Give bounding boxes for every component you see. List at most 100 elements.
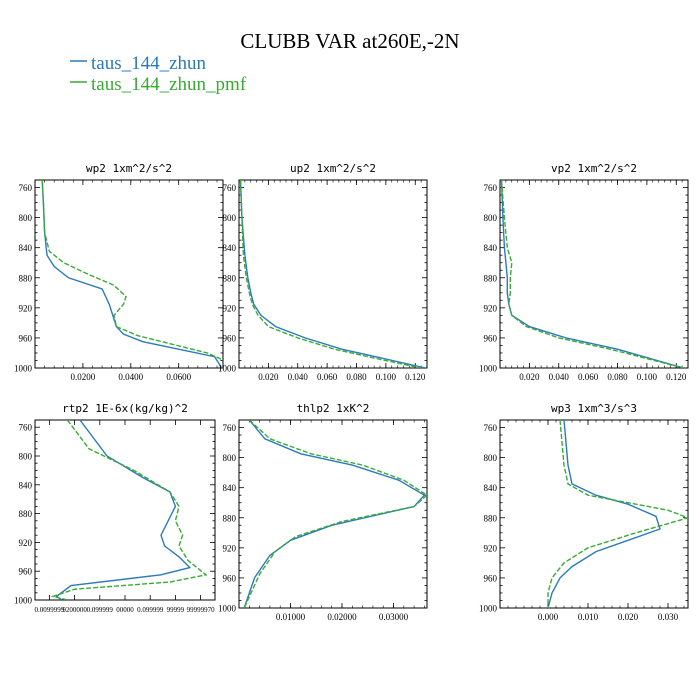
x-tick-label: 0.01000: [276, 612, 306, 622]
x-tick-label: 0.100: [637, 372, 658, 382]
y-tick-label: 920: [484, 303, 498, 313]
series-line-taus-144-zhun: [239, 180, 426, 368]
x-tick-label: 0.099999: [87, 606, 114, 614]
y-tick-label: 960: [19, 333, 33, 343]
y-tick-label: 800: [19, 213, 33, 223]
panel-rtp2: rtp2 1E-6x(kg/kg)^2 760 800 840 880 920 960 100…: [14, 402, 216, 614]
series-line-taus-144-zhun-pmf: [50, 420, 208, 600]
y-tick-label: 920: [19, 538, 33, 548]
x-tick-label: 00000: [116, 606, 134, 614]
y-tick-label: 760: [19, 183, 33, 193]
x-tick-label: 0.040: [549, 372, 570, 382]
y-tick-label: 800: [484, 213, 498, 223]
panel-title-thlp2: thlp2 1xK^2: [297, 402, 370, 415]
series-line-taus-144-zhun-pmf: [243, 420, 427, 608]
panel-wp2: wp2 1xm^2/s^2 760 800 840 880 920 960 1000 0.020…: [14, 162, 224, 382]
series-line-taus-144-zhun-pmf: [500, 180, 684, 368]
y-tick-label: 840: [19, 480, 33, 490]
y-tick-label: 960: [19, 567, 33, 577]
y-tick-label: 960: [223, 573, 237, 583]
x-tick-label: 0.030: [658, 612, 679, 622]
y-tick-label: 840: [223, 483, 237, 493]
panel-vp2: vp2 1xm^2/s^2 760 800 840 880 920 960 1000 0.020…: [479, 162, 689, 382]
panel-title-wp2: wp2 1xm^2/s^2: [86, 162, 172, 175]
legend-label-zhun: taus_144_zhun: [91, 53, 207, 74]
y-tick-label: 920: [19, 303, 33, 313]
figure-legend: taus_144_zhun taus_144_zhun_pmf: [70, 53, 247, 95]
y-tick-label: 800: [484, 453, 498, 463]
y-tick-label: 760: [484, 423, 498, 433]
x-tick-label: 0.02000: [327, 612, 357, 622]
y-tick-label: 1000: [218, 604, 237, 614]
panel-title-rtp2: rtp2 1E-6x(kg/kg)^2: [62, 402, 188, 415]
panel-grid: wp2 1xm^2/s^2 760 800 840 880 920 960 1000 0.020…: [14, 162, 689, 622]
x-tick-label: 0.020: [618, 612, 639, 622]
y-tick-label: 880: [223, 513, 237, 523]
y-tick-label: 1000: [14, 364, 33, 374]
panel-title-wp3: wp3 1xm^3/s^3: [551, 402, 637, 415]
y-tick-label: 840: [484, 483, 498, 493]
x-tick-label: 0.040: [288, 372, 309, 382]
y-tick-label: 1000: [218, 364, 237, 374]
x-tick-label: 0.020: [258, 372, 279, 382]
panel-up2: up2 1xm^2/s^2 760 800 840 880 920 960 1000 0.020…: [218, 162, 428, 382]
y-tick-label: 760: [223, 423, 237, 433]
x-tick-label: 99999970: [187, 606, 216, 614]
y-tick-label: 760: [19, 423, 33, 433]
x-tick-label: 0.03000: [379, 612, 409, 622]
y-tick-label: 800: [223, 213, 237, 223]
series-line-taus-144-zhun: [547, 420, 661, 608]
panel-frame: [238, 419, 428, 609]
x-tick-label: 0.060: [317, 372, 338, 382]
series-line-taus-144-zhun: [55, 420, 192, 600]
x-tick-label: 0.010: [578, 612, 599, 622]
y-tick-label: 760: [223, 183, 237, 193]
y-tick-label: 760: [484, 183, 498, 193]
y-tick-label: 920: [223, 543, 237, 553]
x-tick-label: 9200000: [62, 606, 87, 614]
x-tick-label: 0.000: [538, 612, 559, 622]
panel-title-vp2: vp2 1xm^2/s^2: [551, 162, 637, 175]
y-tick-label: 880: [484, 273, 498, 283]
y-tick-label: 960: [223, 333, 237, 343]
x-tick-label: 0.0400: [118, 372, 143, 382]
x-tick-label: 0.099999: [137, 606, 164, 614]
x-tick-label: 0.060: [578, 372, 599, 382]
panel-title-up2: up2 1xm^2/s^2: [290, 162, 376, 175]
x-tick-label: 0.0099999: [35, 606, 65, 614]
legend-label-zhun-pmf: taus_144_zhun_pmf: [91, 74, 247, 95]
y-tick-label: 1000: [14, 596, 33, 606]
panel-frame: [499, 419, 689, 609]
y-tick-label: 960: [484, 573, 498, 583]
x-tick-label: 0.120: [666, 372, 687, 382]
panel-thlp2: thlp2 1xK^2 760 800 840 880 920 960 1000 0.01000…: [218, 402, 428, 622]
y-tick-label: 1000: [479, 364, 498, 374]
y-tick-label: 920: [484, 543, 498, 553]
x-tick-label: 0.100: [376, 372, 397, 382]
y-tick-label: 800: [223, 453, 237, 463]
x-tick-label: 0.080: [607, 372, 628, 382]
y-tick-label: 920: [223, 303, 237, 313]
y-tick-label: 800: [19, 452, 33, 462]
figure-title: CLUBB VAR at260E,-2N: [240, 29, 459, 53]
x-tick-label: 99999: [167, 606, 185, 614]
x-tick-label: 0.0200: [71, 372, 96, 382]
panel-wp3: wp3 1xm^3/s^3 760 800 840 880 920 960 1000 0.000…: [479, 402, 689, 622]
series-line-taus-144-zhun-pmf: [547, 420, 688, 608]
y-tick-label: 880: [19, 509, 33, 519]
x-tick-label: 0.080: [346, 372, 367, 382]
x-tick-label: 0.0600: [166, 372, 191, 382]
y-tick-label: 880: [484, 513, 498, 523]
x-tick-label: 0.020: [519, 372, 540, 382]
y-tick-label: 960: [484, 333, 498, 343]
x-tick-label: 0.120: [405, 372, 426, 382]
y-tick-label: 1000: [479, 604, 498, 614]
y-tick-label: 880: [223, 273, 237, 283]
series-line-taus-144-zhun: [500, 180, 684, 368]
y-tick-label: 840: [484, 243, 498, 253]
y-tick-label: 840: [223, 243, 237, 253]
y-tick-label: 840: [19, 243, 33, 253]
y-tick-label: 880: [19, 273, 33, 283]
